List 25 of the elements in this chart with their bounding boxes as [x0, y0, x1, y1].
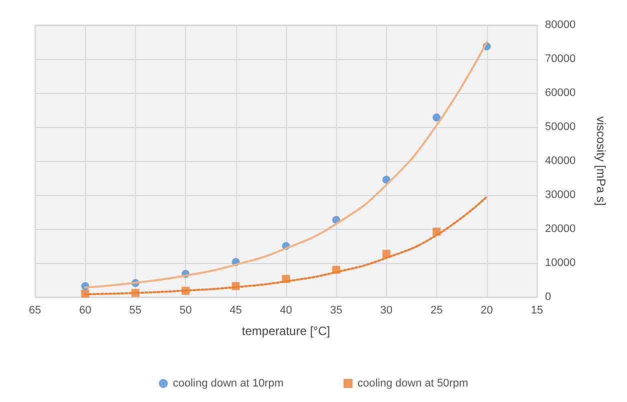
x-tick-label: 65 [28, 304, 42, 316]
x-tick-label: 30 [380, 304, 393, 316]
x-tick-label: 50 [179, 304, 192, 316]
y-tick-label: 60000 [545, 87, 576, 99]
y-tick-label: 40000 [545, 155, 576, 167]
x-axis-title: temperature [°C] [242, 324, 330, 338]
y-tick-label: 50000 [545, 121, 576, 133]
point [432, 113, 441, 122]
legend-label: cooling down at 50rpm [358, 378, 468, 390]
x-tick-label: 40 [280, 304, 292, 316]
x-tick-label: 45 [230, 304, 242, 316]
y-tick-label: 70000 [545, 53, 576, 65]
legend-label: cooling down at 10rpm [172, 378, 284, 390]
y-tick-label: 10000 [545, 257, 576, 269]
x-tick-label: 60 [79, 304, 92, 316]
x-tick-label: 15 [530, 304, 544, 316]
y-tick-label: 30000 [545, 189, 576, 201]
x-tick-label: 35 [330, 304, 342, 316]
x-tick-label: 20 [480, 304, 493, 316]
y-tick-label: 80000 [545, 19, 576, 31]
x-tick-label: 55 [129, 304, 142, 316]
x-tick-label: 25 [430, 304, 443, 316]
y-axis-title: viscosity [mPa s] [594, 116, 608, 206]
y-tick-label: 0 [545, 291, 552, 303]
y-tick-label: 20000 [545, 223, 576, 235]
